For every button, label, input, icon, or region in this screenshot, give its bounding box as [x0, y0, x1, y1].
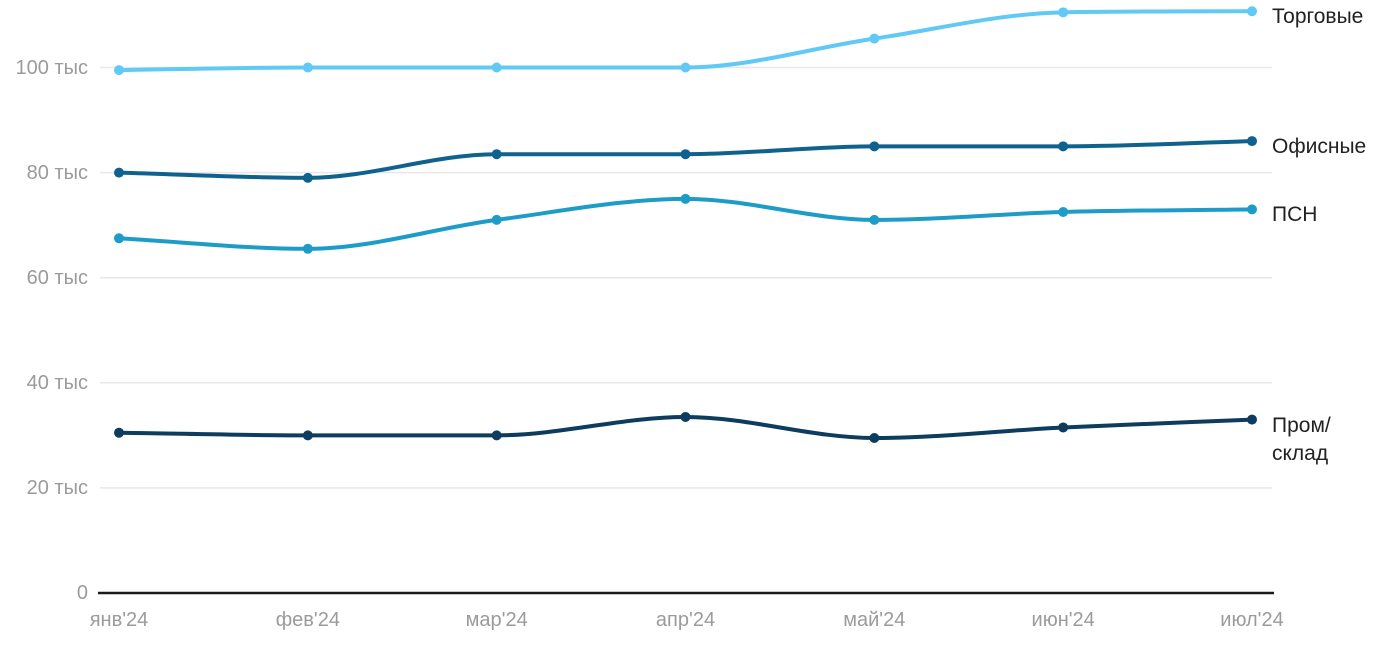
x-tick-label: фев'24 — [275, 609, 340, 631]
y-tick-label: 100 тыс — [15, 56, 88, 79]
data-point-psn[interactable] — [869, 214, 880, 225]
data-point-torgovye[interactable] — [491, 62, 502, 73]
x-tick-label: апр'24 — [655, 609, 716, 631]
y-tick-label: 0 — [76, 582, 88, 604]
data-point-psn[interactable] — [114, 233, 124, 244]
series-label-psn: ПСН — [1272, 203, 1318, 227]
data-point-prom-sklad[interactable] — [680, 411, 691, 422]
series-line-torgovye — [117, 9, 1254, 73]
data-point-ofisnye[interactable] — [1058, 141, 1069, 152]
y-tick-label: 80 тыс — [26, 161, 88, 184]
series-label-torgovye: Торговые — [1272, 5, 1364, 29]
data-point-prom-sklad[interactable] — [114, 427, 124, 438]
data-point-prom-sklad[interactable] — [491, 430, 502, 441]
data-point-prom-sklad[interactable] — [1058, 422, 1069, 433]
data-point-prom-sklad[interactable] — [1247, 414, 1257, 425]
series-label-ofisnye: Офисные — [1272, 135, 1367, 159]
data-point-torgovye[interactable] — [680, 62, 691, 73]
data-point-torgovye[interactable] — [1247, 6, 1257, 17]
y-tick-label: 40 тыс — [26, 371, 88, 394]
y-tick-label: 60 тыс — [26, 266, 88, 289]
data-point-prom-sklad[interactable] — [302, 430, 313, 441]
data-point-prom-sklad[interactable] — [869, 432, 880, 443]
data-point-torgovye[interactable] — [1058, 7, 1069, 18]
data-point-psn[interactable] — [1247, 204, 1257, 215]
data-point-psn[interactable] — [1058, 207, 1069, 218]
data-point-torgovye[interactable] — [869, 33, 880, 44]
series-line-psn — [117, 196, 1254, 251]
data-point-psn[interactable] — [491, 214, 502, 225]
data-point-torgovye[interactable] — [114, 65, 124, 76]
data-point-psn[interactable] — [680, 193, 691, 204]
series-label-prom-sklad: Пром/ склад — [1272, 413, 1331, 465]
data-point-ofisnye[interactable] — [491, 149, 502, 160]
data-point-torgovye[interactable] — [302, 62, 313, 73]
data-point-ofisnye[interactable] — [680, 149, 691, 160]
data-point-ofisnye[interactable] — [869, 141, 880, 152]
data-point-ofisnye[interactable] — [1247, 136, 1257, 147]
x-tick-label: янв'24 — [89, 609, 149, 631]
x-tick-label: июл'24 — [1220, 609, 1284, 631]
data-point-ofisnye[interactable] — [114, 167, 124, 178]
x-tick-label: июн'24 — [1031, 609, 1095, 631]
y-tick-label: 20 тыс — [26, 476, 88, 499]
x-tick-label: мар'24 — [465, 609, 528, 631]
data-point-psn[interactable] — [302, 243, 313, 254]
data-point-ofisnye[interactable] — [302, 172, 313, 183]
x-tick-label: май'24 — [843, 609, 906, 631]
